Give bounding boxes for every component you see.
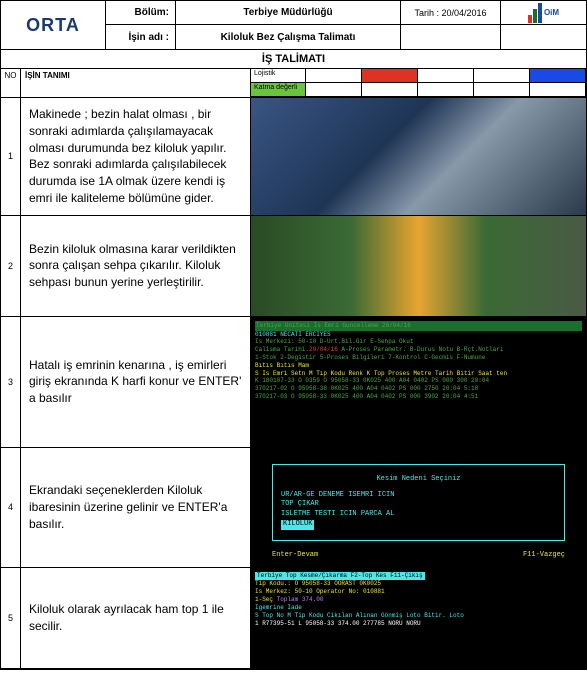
lojistik-label: Lojistik <box>251 69 306 83</box>
terminal-line: 1-Stok 2-Degistir 5-Proses Bilgileri 7-K… <box>255 354 485 361</box>
step-text: Ekrandaki seçeneklerden Kiloluk ibaresin… <box>21 448 251 567</box>
legend-box <box>418 83 474 97</box>
legend-box <box>474 83 530 97</box>
empty-cell <box>401 25 501 49</box>
step-number: 5 <box>1 568 21 668</box>
step-number: 3 <box>1 317 21 447</box>
step-row: 1 Makinede ; bezin halat olması , bir so… <box>1 98 586 216</box>
terminal-line: Calisma Tarihi.20/04/16 A-Proses Paramet… <box>255 346 503 353</box>
terminal-line: Is Merkez: 50-10 Operator No: 010881 <box>255 588 385 595</box>
terminal-line: Terbiye Top Kesme/Çıkarma F2-Top Kes F11… <box>255 572 425 579</box>
no-header: NO <box>1 69 21 97</box>
terminal-screenshot: Kesim Nedeni Seçiniz UR/AR-GE DENEME ISE… <box>251 448 586 567</box>
katma-label: Katma değerli <box>251 83 306 97</box>
bolum-value: Terbiye Müdürlüğü <box>176 1 401 24</box>
footer-action: F11-Vazgeç <box>523 551 565 561</box>
step-row: 3 Hatalı iş emrinin kenarına , iş emirle… <box>1 317 586 448</box>
title-bar: İŞ TALİMATI <box>1 50 586 69</box>
legend-box <box>306 83 362 97</box>
sehpa-photo <box>251 216 586 316</box>
legend-box <box>362 83 418 97</box>
logo-cell: ORTA <box>1 1 106 49</box>
step-image <box>251 216 586 316</box>
orta-logo: ORTA <box>26 15 80 36</box>
menu-option: TOP ÇIKAR <box>281 500 556 510</box>
bolum-label: Bölüm: <box>106 1 176 24</box>
legend-box <box>418 69 474 83</box>
oim-logo: OiM <box>501 1 586 24</box>
document: ORTA Bölüm: Terbiye Müdürlüğü Tarih : 20… <box>0 0 587 670</box>
menu-option: UR/AR-GE DENEME ISEMRI ICIN <box>281 491 556 501</box>
step-number: 4 <box>1 448 21 567</box>
step-row: 5 Kiloluk olarak ayrılacak ham top 1 ile… <box>1 568 586 669</box>
legend-box <box>474 69 530 83</box>
isin-label: İşin adı : <box>106 25 176 49</box>
bar-icon <box>538 3 542 23</box>
terminal-screenshot: Terbiye Unitesi Is Emri Guncelleme 20/04… <box>251 317 586 447</box>
legend-box <box>530 83 586 97</box>
step-number: 1 <box>1 98 21 215</box>
legend-box-red <box>362 69 418 83</box>
menu-option: ISLETME TESTI ICIN PARCA AL <box>281 510 556 520</box>
step-row: 4 Ekrandaki seçeneklerden Kiloluk ibares… <box>1 448 586 568</box>
step-image: Terbiye Unitesi Is Emri Guncelleme 20/04… <box>251 317 586 447</box>
terminal-line: 370217-02 O 95058-38 0K025 400 A04 0402 … <box>255 385 478 392</box>
legend-row: NO İŞİN TANIMI Lojistik Katma değerli <box>1 69 586 98</box>
step-image: Kesim Nedeni Seçiniz UR/AR-GE DENEME ISE… <box>251 448 586 567</box>
bar-icon <box>528 15 532 23</box>
machine-photo <box>251 98 586 215</box>
step-text: Kiloluk olarak ayrılacak ham top 1 ile s… <box>21 568 251 668</box>
isin-tanimi-header: İŞİN TANIMI <box>21 69 250 97</box>
step-text: Makinede ; bezin halat olması , bir sonr… <box>21 98 251 215</box>
bar-icon <box>533 9 537 23</box>
terminal-line: 1 R77395-51 L 95058-33 374.00 277785 NOR… <box>255 620 421 627</box>
terminal-header: Terbiye Unitesi Is Emri Guncelleme 20/04… <box>255 321 582 331</box>
isin-value: Kiloluk Bez Çalışma Talimatı <box>176 25 401 49</box>
oim-text: OiM <box>544 8 559 17</box>
step-row: 2 Bezin kiloluk olmasına karar verildikt… <box>1 216 586 317</box>
terminal-line: 010881 NECATI ERCIYES <box>255 331 331 338</box>
terminal-line: 1-Seç Toplam 374.00 <box>255 596 323 603</box>
step-image: Terbiye Top Kesme/Çıkarma F2-Top Kes F11… <box>251 568 586 668</box>
step-number: 2 <box>1 216 21 316</box>
dialog-title: Kesim Nedeni Seçiniz <box>281 475 556 485</box>
step-text: Bezin kiloluk olmasına karar verildikten… <box>21 216 251 316</box>
terminal-line: K 180107-33 O 0359 O 95058-33 0K025 400 … <box>255 377 489 384</box>
footer-action: Enter-Devam <box>272 551 318 561</box>
terminal-screenshot: Terbiye Top Kesme/Çıkarma F2-Top Kes F11… <box>251 568 586 668</box>
terminal-line: S Top No M Tip Kodu Cikılan Alınan Gönmi… <box>255 612 464 619</box>
terminal-line: 370217-03 O 95058-33 0K025 400 A04 0402 … <box>255 393 478 400</box>
header-middle: Bölüm: Terbiye Müdürlüğü Tarih : 20/04/2… <box>106 1 586 49</box>
header: ORTA Bölüm: Terbiye Müdürlüğü Tarih : 20… <box>1 1 586 50</box>
tarih: Tarih : 20/04/2016 <box>401 1 501 24</box>
terminal-line: S Is Emri Setn M Tıp Kodu Renk K Top Pro… <box>255 370 507 377</box>
step-text: Hatalı iş emrinin kenarına , iş emirleri… <box>21 317 251 447</box>
legend-box-blue <box>530 69 586 83</box>
dialog-box: Kesim Nedeni Seçiniz UR/AR-GE DENEME ISE… <box>272 464 565 541</box>
terminal-line: Igemrine Iade <box>255 604 302 611</box>
selected-option: KILOLUK <box>281 520 314 530</box>
terminal-line: Bıtıs Bıtıs Mam <box>255 362 309 369</box>
step-image <box>251 98 586 215</box>
empty-cell <box>501 25 586 49</box>
terminal-line: Tip Kodu.: O 95058-33 OORAST 0K0025 <box>255 580 381 587</box>
terminal-line: Is Merkezi: 50-10 D-Urt.Bil.Gir E-Sehpa … <box>255 338 413 345</box>
legend-box <box>306 69 362 83</box>
